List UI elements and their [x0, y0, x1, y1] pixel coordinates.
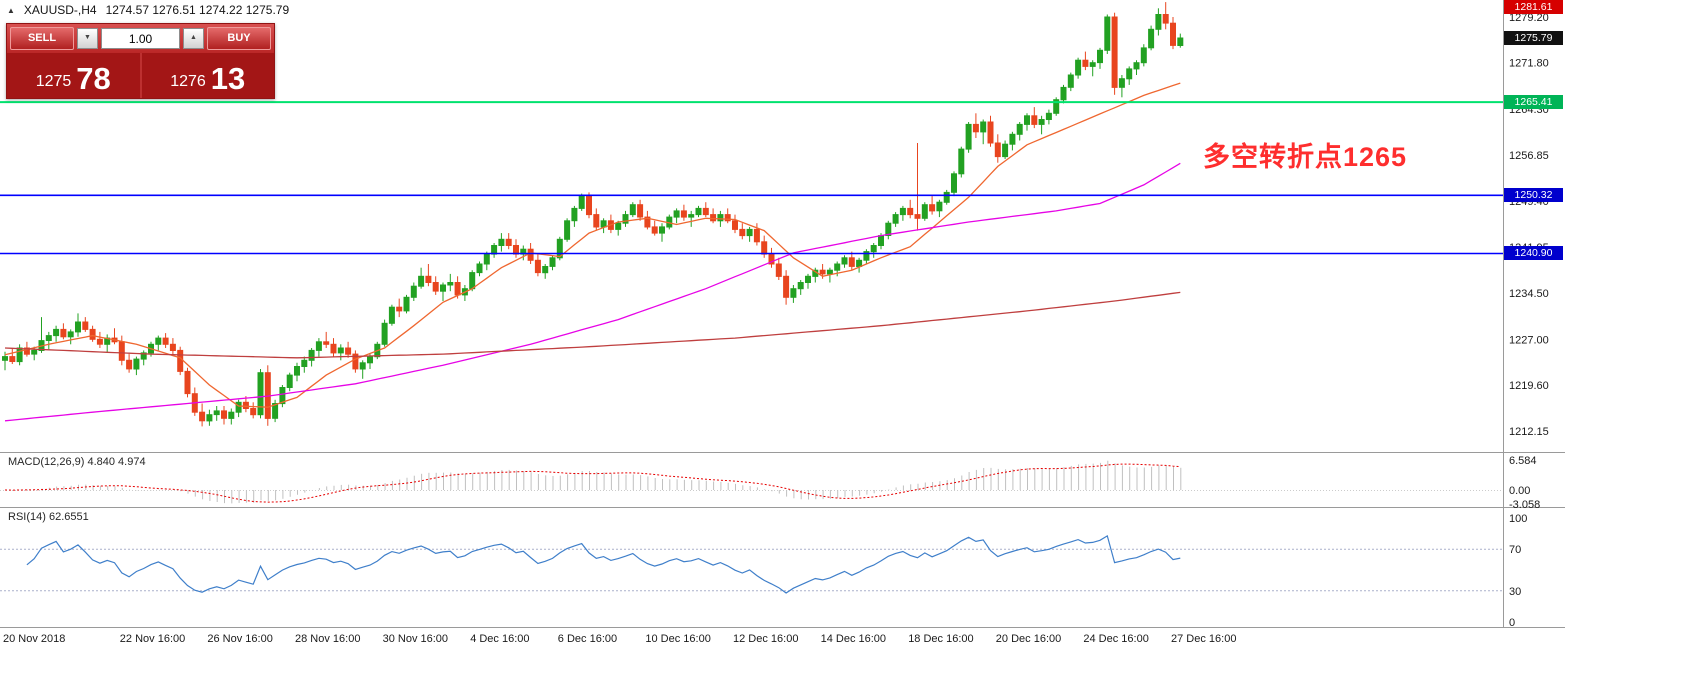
trade-prices-row: 1275 78 1276 13 — [7, 53, 274, 98]
macd-indicator-label: MACD(12,26,9) 4.840 4.974 — [8, 456, 146, 468]
svg-text:1271.80: 1271.80 — [1509, 58, 1549, 70]
svg-text:1212.15: 1212.15 — [1509, 426, 1549, 438]
macd-signal-line — [4, 463, 1181, 503]
hline-blue-1250-label: 1250.32 — [1504, 188, 1563, 202]
candlesticks — [2, 2, 1184, 427]
svg-text:1279.20: 1279.20 — [1509, 12, 1549, 24]
ma-fast-line — [4, 82, 1181, 408]
svg-text:0: 0 — [1509, 617, 1515, 629]
svg-text:0.00: 0.00 — [1509, 485, 1530, 497]
sell-price-pips: 78 — [76, 60, 111, 96]
svg-text:-3.058: -3.058 — [1509, 499, 1540, 511]
svg-text:28 Nov 16:00: 28 Nov 16:00 — [295, 633, 360, 645]
sell-button[interactable]: SELL — [10, 27, 74, 50]
svg-text:14 Dec 16:00: 14 Dec 16:00 — [821, 633, 886, 645]
chart-symbol-icon: ▲ — [7, 5, 15, 15]
price-axis-labels: 1279.201271.801264.301256.851249.401241.… — [1509, 12, 1549, 438]
svg-text:4 Dec 16:00: 4 Dec 16:00 — [470, 633, 529, 645]
volume-increase-button[interactable]: ▲ — [183, 28, 204, 49]
svg-text:1256.85: 1256.85 — [1509, 150, 1549, 162]
buy-price-pips: 13 — [210, 60, 246, 96]
buy-price-display[interactable]: 1276 13 — [142, 53, 275, 98]
svg-text:12 Dec 16:00: 12 Dec 16:00 — [733, 633, 798, 645]
svg-text:70: 70 — [1509, 544, 1521, 556]
hline-blue-1240-label: 1240.90 — [1504, 246, 1563, 260]
rsi-level-lines — [0, 548, 1503, 592]
horizontal-lines — [0, 101, 1503, 255]
svg-text:1234.50: 1234.50 — [1509, 288, 1549, 300]
ma-slow-line — [4, 291, 1181, 359]
volume-decrease-button[interactable]: ▼ — [77, 28, 98, 49]
hline-green-1265-label: 1265.41 — [1504, 95, 1563, 109]
svg-text:20 Dec 16:00: 20 Dec 16:00 — [996, 633, 1061, 645]
svg-text:27 Dec 16:00: 27 Dec 16:00 — [1171, 633, 1236, 645]
price-divider — [139, 53, 142, 98]
annotation-text: 多空转折点1265 — [1203, 142, 1408, 172]
svg-text:6.584: 6.584 — [1509, 455, 1537, 467]
rsi-indicator-label: RSI(14) 62.6551 — [8, 511, 89, 523]
chart-title: ▲ XAUUSD-,H4 1274.57 1276.51 1274.22 127… — [7, 3, 289, 17]
rsi-axis-labels: 100 70 30 0 — [1509, 513, 1527, 629]
sell-price-display[interactable]: 1275 78 — [7, 53, 140, 98]
time-axis-labels: 20 Nov 2018 22 Nov 16:00 26 Nov 16:00 28 No… — [3, 633, 1236, 645]
svg-text:22 Nov 16:00: 22 Nov 16:00 — [120, 633, 185, 645]
panel-separators — [0, 0, 1565, 628]
buy-price-main: 1276 — [170, 73, 206, 90]
svg-text:30 Nov 16:00: 30 Nov 16:00 — [383, 633, 448, 645]
high-price-label: 1281.61 — [1504, 0, 1563, 14]
macd-axis-labels: 6.584 0.00 -3.058 — [1509, 455, 1540, 511]
one-click-trading-panel: SELL ▼ ▲ BUY 1275 78 1276 13 — [6, 23, 275, 99]
svg-text:6 Dec 16:00: 6 Dec 16:00 — [558, 633, 617, 645]
svg-text:1219.60: 1219.60 — [1509, 380, 1549, 392]
svg-text:100: 100 — [1509, 513, 1527, 525]
svg-text:18 Dec 16:00: 18 Dec 16:00 — [908, 633, 973, 645]
svg-text:24 Dec 16:00: 24 Dec 16:00 — [1083, 633, 1148, 645]
svg-text:1227.00: 1227.00 — [1509, 334, 1549, 346]
sell-price-main: 1275 — [35, 73, 72, 90]
trade-controls-row: SELL ▼ ▲ BUY — [7, 24, 274, 53]
rsi-line — [26, 534, 1181, 594]
svg-text:30: 30 — [1509, 586, 1521, 598]
svg-text:26 Nov 16:00: 26 Nov 16:00 — [207, 633, 272, 645]
chart-symbol-period: XAUUSD-,H4 — [23, 3, 97, 17]
svg-text:10 Dec 16:00: 10 Dec 16:00 — [645, 633, 710, 645]
ma-mid-line — [4, 162, 1181, 422]
chart-ohlc-readout: 1274.57 1276.51 1274.22 1275.79 — [105, 3, 290, 17]
buy-button[interactable]: BUY — [207, 27, 271, 50]
svg-text:20 Nov 2018: 20 Nov 2018 — [3, 633, 65, 645]
last-price-label: 1275.79 — [1504, 31, 1563, 45]
volume-input[interactable] — [101, 28, 180, 49]
macd-histogram — [12, 460, 1182, 504]
